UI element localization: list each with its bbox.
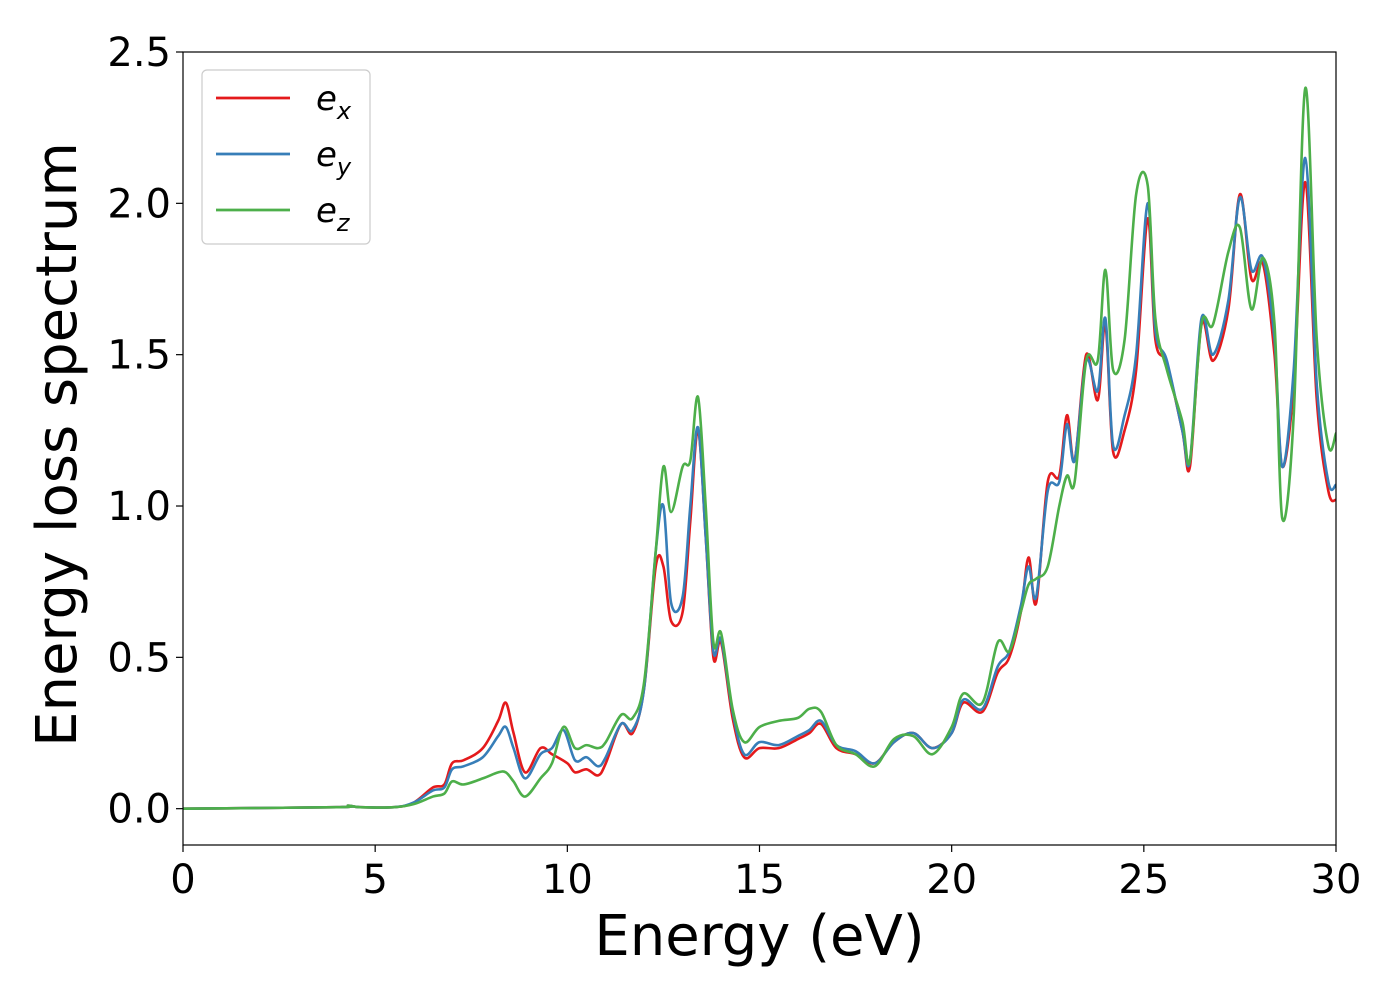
legend-label-subscript: z xyxy=(336,209,351,237)
x-tick-label: 25 xyxy=(1118,857,1169,903)
x-tick-label: 10 xyxy=(542,857,593,903)
legend-label-base: e xyxy=(316,191,337,231)
legend-label-base: e xyxy=(316,135,337,175)
y-tick-label: 0.0 xyxy=(107,787,171,833)
x-tick-label: 5 xyxy=(362,857,387,903)
y-tick-label: 1.0 xyxy=(107,484,171,530)
x-tick-label: 20 xyxy=(926,857,977,903)
legend-label-subscript: x xyxy=(336,97,352,125)
legend-label-subscript: y xyxy=(336,153,352,181)
y-tick-label: 2.5 xyxy=(107,30,171,76)
y-tick-label: 1.5 xyxy=(107,333,171,379)
legend-label-y: ey xyxy=(316,135,352,181)
x-axis: 0 5 10 15 20 25 30 xyxy=(170,845,1361,903)
legend-box xyxy=(201,69,371,245)
legend-label-x: ex xyxy=(316,79,352,125)
x-tick-label: 0 xyxy=(170,857,195,903)
y-axis: 0.0 0.5 1.0 1.5 2.0 2.5 xyxy=(107,30,183,833)
x-tick-label: 30 xyxy=(1311,857,1362,903)
legend-label-z: ez xyxy=(316,191,351,237)
y-tick-label: 0.5 xyxy=(107,635,171,681)
series-line-y xyxy=(183,156,1336,810)
legend-label-base: e xyxy=(316,79,337,119)
y-axis-title: Energy loss spectrum xyxy=(25,142,90,747)
series-layer xyxy=(183,86,1336,810)
x-tick-label: 15 xyxy=(734,857,785,903)
series-line-x xyxy=(183,180,1336,810)
y-tick-label: 2.0 xyxy=(107,181,171,227)
x-axis-title: Energy (eV) xyxy=(594,904,924,969)
series-line-z xyxy=(183,86,1336,810)
